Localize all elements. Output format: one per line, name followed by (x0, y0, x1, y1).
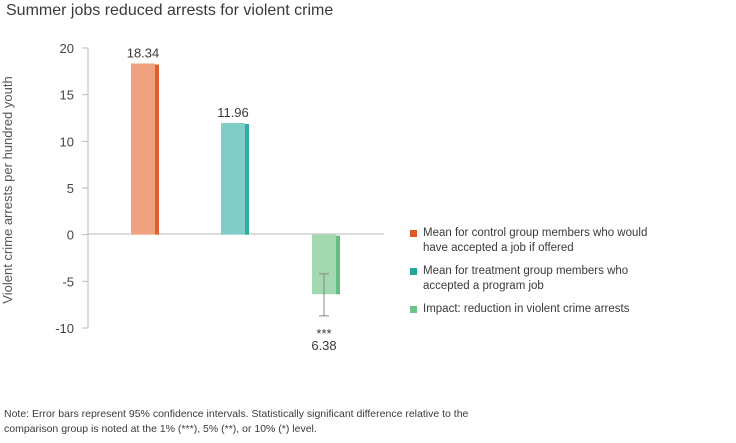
legend-label: Impact: reduction in violent crime arres… (423, 303, 630, 315)
y-axis-label: Violent crime arrests per hundred youth (0, 76, 15, 303)
bar-edge (155, 64, 159, 235)
data-label: 11.96 (217, 105, 249, 120)
legend-item-treatment: Mean for treatment group members who acc… (410, 264, 650, 293)
bar (131, 63, 155, 235)
y-tick-label: 0 (67, 228, 74, 243)
y-tick-label: -10 (55, 321, 74, 336)
legend-label: Mean for control group members who would… (423, 227, 648, 254)
legend-item-impact: Impact: reduction in violent crime arres… (410, 302, 650, 317)
legend-swatch (410, 268, 417, 275)
significance-marker: *** (316, 326, 331, 341)
y-tick-label: -5 (62, 274, 74, 289)
y-tick-label: 10 (60, 134, 74, 149)
chart-title: Summer jobs reduced arrests for violent … (6, 2, 334, 19)
legend-label: Mean for treatment group members who acc… (423, 265, 629, 292)
legend-swatch (410, 306, 417, 313)
legend: Mean for control group members who would… (410, 226, 650, 326)
bar-edge (336, 235, 340, 295)
bar-chart: Violent crime arrests per hundred youth … (0, 41, 384, 353)
legend-swatch (410, 230, 417, 237)
legend-item-control: Mean for control group members who would… (410, 226, 650, 255)
y-tick-label: 15 (60, 88, 74, 103)
bar (221, 123, 245, 235)
footnote: Note: Error bars represent 95% confidenc… (4, 408, 469, 435)
data-label: 18.34 (127, 45, 160, 60)
y-tick-label: 20 (60, 41, 74, 56)
data-label: 6.38 (311, 338, 336, 353)
bar-edge (245, 124, 249, 235)
y-tick-label: 5 (67, 181, 74, 196)
